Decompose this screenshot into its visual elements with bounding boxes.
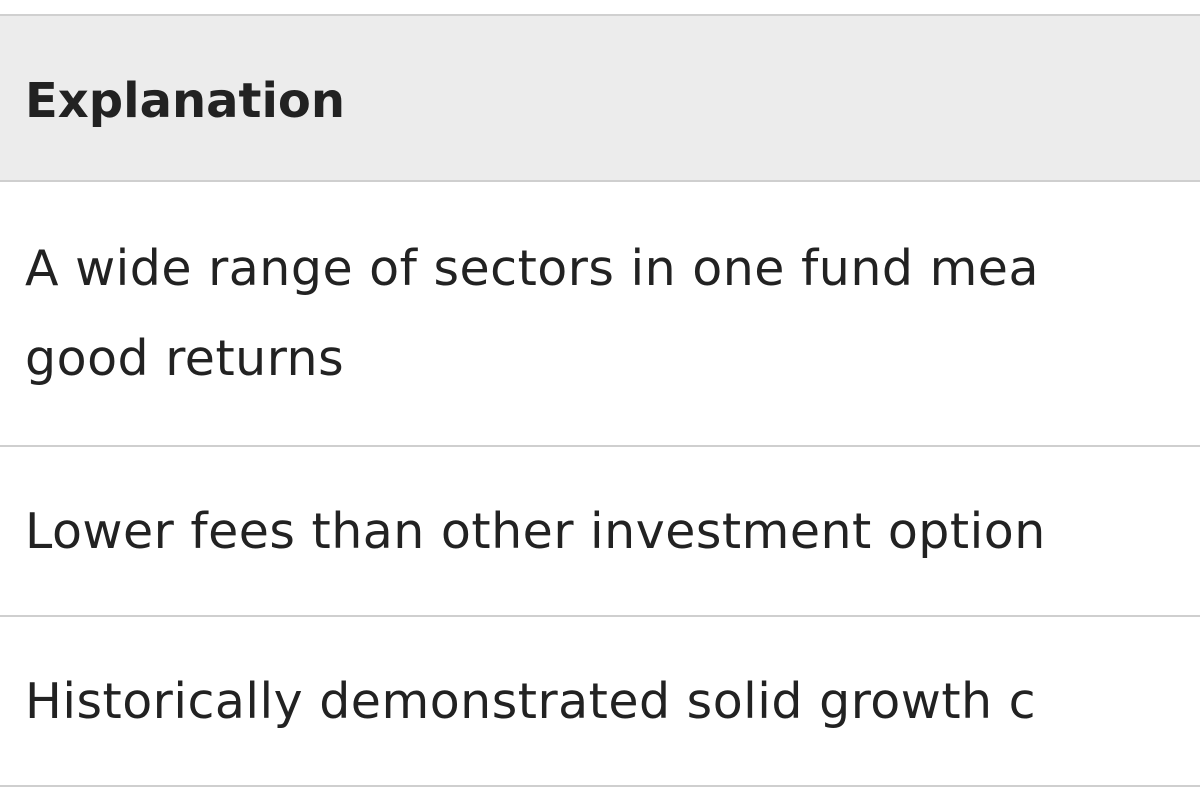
table-header-row: Explanation [0,14,1200,182]
table-cell: A wide range of sectors in one fund mea … [25,224,1200,404]
table-cell: Historically demonstrated solid growth c [25,673,1037,730]
table-cell: Lower fees than other investment option [25,503,1046,560]
table-row: A wide range of sectors in one fund mea … [0,182,1200,447]
table-row: Historically demonstrated solid growth c [0,617,1200,787]
table-row: Lower fees than other investment option [0,447,1200,617]
cell-text-line: good returns [25,330,345,387]
cell-text-line: A wide range of sectors in one fund mea [25,240,1039,297]
column-header-explanation: Explanation [25,73,346,129]
